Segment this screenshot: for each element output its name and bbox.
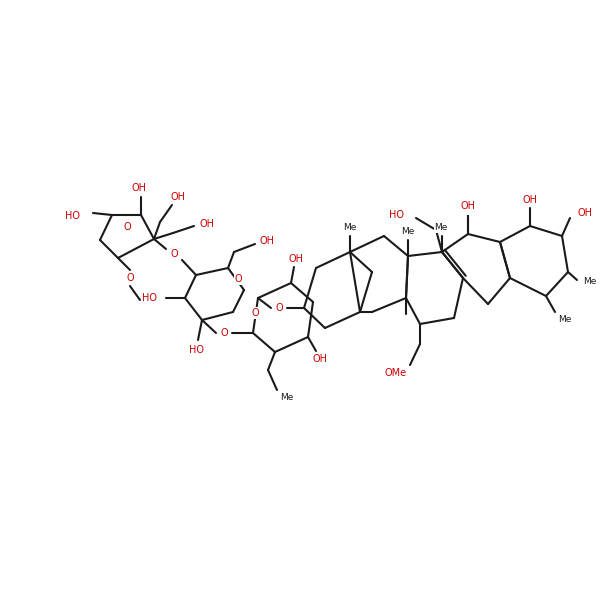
Text: O: O	[234, 274, 242, 284]
Text: Me: Me	[343, 223, 356, 232]
Text: O: O	[123, 222, 131, 232]
Text: Me: Me	[401, 227, 415, 236]
Text: HO: HO	[188, 345, 203, 355]
Text: OH: OH	[199, 219, 215, 229]
Text: O: O	[170, 249, 178, 259]
Text: OH: OH	[131, 183, 146, 193]
Text: Me: Me	[461, 205, 475, 214]
Text: OH: OH	[523, 195, 538, 205]
Text: Me: Me	[280, 394, 293, 403]
Text: HO: HO	[389, 210, 404, 220]
Text: Me: Me	[558, 316, 571, 325]
Text: Me: Me	[583, 277, 596, 286]
Text: OH: OH	[260, 236, 275, 246]
Text: HO: HO	[142, 293, 157, 303]
Text: OMe: OMe	[385, 368, 407, 378]
Text: OH: OH	[313, 354, 328, 364]
Text: Me: Me	[434, 223, 448, 232]
Text: OH: OH	[289, 254, 304, 264]
Text: O: O	[220, 328, 228, 338]
Text: OH: OH	[170, 192, 185, 202]
Text: HO: HO	[65, 211, 80, 221]
Text: OH: OH	[461, 201, 476, 211]
Text: O: O	[275, 303, 283, 313]
Text: O: O	[251, 308, 259, 318]
Text: O: O	[126, 273, 134, 283]
Text: OH: OH	[577, 208, 592, 218]
